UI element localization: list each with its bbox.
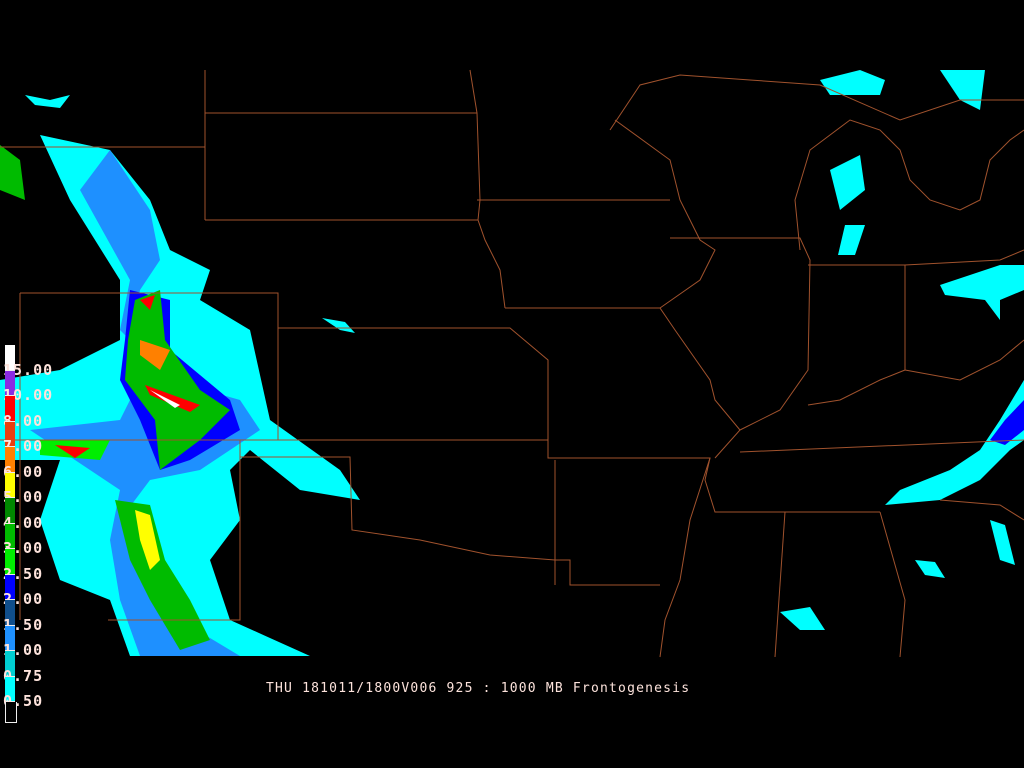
contour-fill bbox=[140, 340, 170, 370]
border bbox=[904, 339, 1024, 381]
contour-fill bbox=[140, 295, 155, 310]
legend-swatch bbox=[5, 447, 15, 473]
legend-swatch bbox=[5, 396, 15, 422]
legend-swatch bbox=[5, 625, 15, 651]
contour-fill bbox=[145, 385, 200, 412]
legend-swatch bbox=[5, 472, 15, 498]
border bbox=[205, 69, 478, 114]
border bbox=[904, 249, 1024, 266]
contour-fill bbox=[150, 390, 180, 408]
border bbox=[20, 292, 549, 440]
contour-fill bbox=[990, 400, 1024, 445]
contour-fill bbox=[115, 500, 210, 650]
contour-fill bbox=[990, 520, 1015, 565]
border bbox=[879, 511, 906, 658]
border bbox=[739, 439, 1024, 453]
legend-swatch bbox=[5, 574, 15, 600]
legend-swatch bbox=[5, 523, 15, 549]
contour-fill bbox=[135, 510, 160, 570]
contour-fill bbox=[885, 380, 1024, 505]
frontogenesis-contours bbox=[0, 70, 1024, 656]
legend-swatch-below bbox=[5, 702, 17, 723]
legend-swatch bbox=[5, 600, 15, 626]
border bbox=[240, 456, 660, 586]
legend-swatch bbox=[5, 549, 15, 575]
contour-fill bbox=[25, 95, 70, 108]
border bbox=[476, 112, 481, 221]
contour-fill bbox=[125, 290, 230, 470]
border bbox=[794, 119, 1024, 251]
legend-swatch bbox=[5, 651, 15, 677]
state-borders bbox=[0, 69, 1024, 658]
border bbox=[108, 440, 241, 621]
contour-fill bbox=[838, 225, 865, 255]
contour-fill bbox=[940, 265, 1024, 320]
contour-fill bbox=[915, 560, 945, 578]
border bbox=[670, 237, 811, 431]
contour-fill bbox=[0, 145, 25, 200]
color-legend: 15.00 10.00 8.00 7.00 6.00 5.00 4.00 3.00 2.50 2.… bbox=[0, 0, 80, 768]
contour-fill bbox=[322, 318, 355, 333]
map-title: THU 181011/1800V006 925 : 1000 MB Fronto… bbox=[266, 681, 691, 696]
border bbox=[939, 499, 1024, 521]
border bbox=[205, 219, 506, 309]
legend-swatch bbox=[5, 498, 15, 524]
border bbox=[609, 74, 1024, 131]
legend-swatch bbox=[5, 421, 15, 447]
border bbox=[659, 457, 711, 658]
border bbox=[774, 511, 786, 658]
legend-swatch bbox=[5, 676, 15, 702]
border bbox=[614, 119, 716, 309]
contour-fill bbox=[830, 155, 865, 210]
legend-label: 10.00 bbox=[3, 386, 54, 404]
legend-label: 15.00 bbox=[3, 360, 54, 379]
contour-fill bbox=[820, 70, 885, 95]
contour-fill bbox=[780, 607, 825, 630]
contour-fill bbox=[55, 445, 90, 458]
border bbox=[505, 307, 741, 459]
legend-swatch bbox=[5, 345, 15, 371]
legend-swatch bbox=[5, 370, 15, 396]
border bbox=[807, 264, 906, 406]
